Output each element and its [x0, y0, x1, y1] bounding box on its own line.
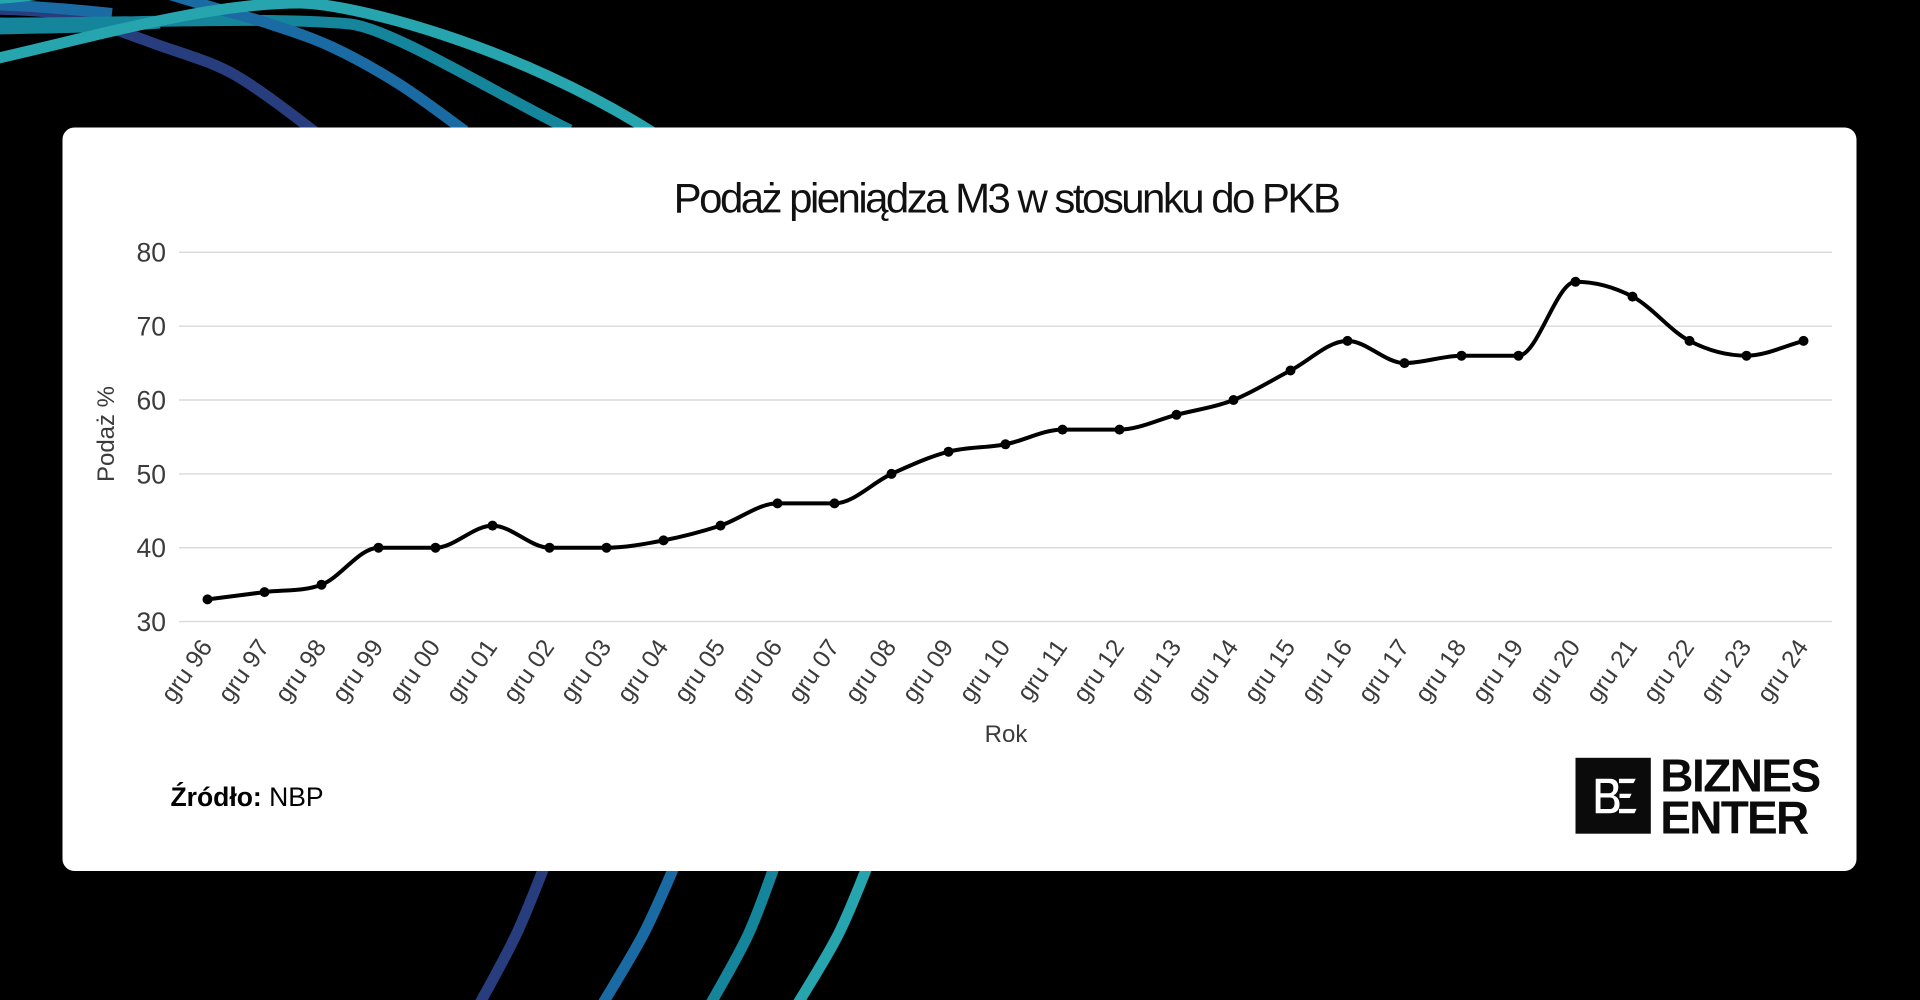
svg-text:60: 60: [137, 385, 166, 415]
svg-text:Podaż %: Podaż %: [93, 386, 120, 482]
svg-text:Źródło: NBP: Źródło: NBP: [171, 782, 324, 812]
svg-text:80: 80: [137, 238, 166, 268]
svg-text:Rok: Rok: [985, 721, 1029, 748]
svg-text:30: 30: [137, 607, 166, 637]
svg-text:70: 70: [137, 312, 166, 342]
svg-text:50: 50: [137, 459, 166, 489]
svg-text:40: 40: [137, 533, 166, 563]
svg-text:BIZNES: BIZNES: [1660, 750, 1819, 802]
svg-text:Podaż pieniądza M3 w stosunku: Podaż pieniądza M3 w stosunku do PKB: [674, 175, 1339, 222]
svg-text:ENTER: ENTER: [1660, 791, 1809, 843]
